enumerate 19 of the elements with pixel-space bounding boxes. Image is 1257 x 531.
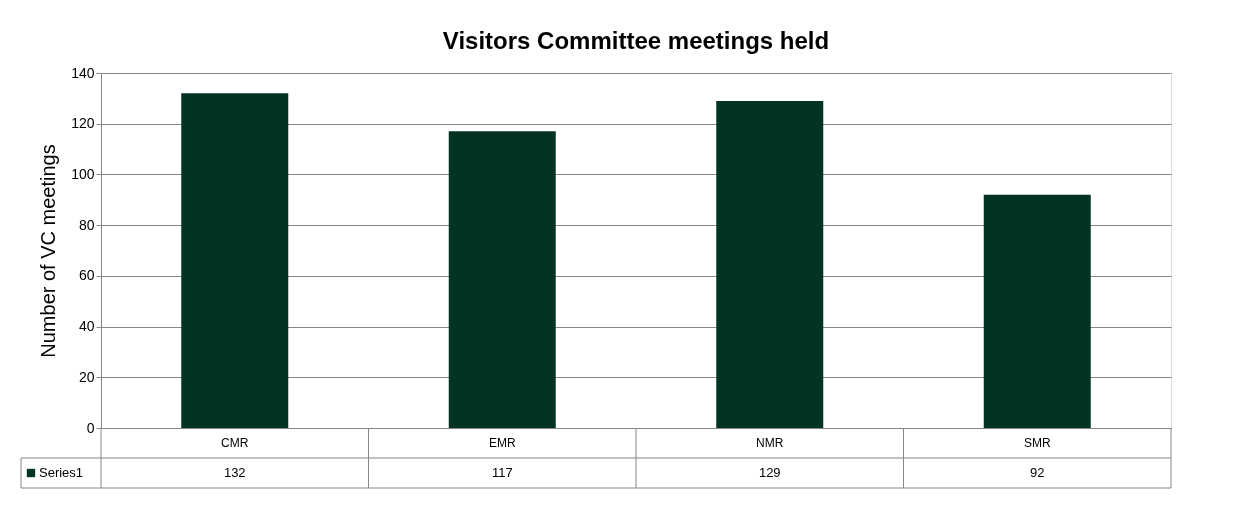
data-label: 132 bbox=[223, 465, 246, 480]
x-tick-label: CMR bbox=[221, 435, 249, 450]
y-tick-label: 140 bbox=[71, 64, 95, 81]
data-label: 129 bbox=[758, 465, 781, 480]
chart-title: Visitors Committee meetings held bbox=[442, 27, 830, 54]
legend-label: Series1 bbox=[39, 465, 84, 480]
y-tick-label: 80 bbox=[78, 216, 95, 233]
y-tick-label: 0 bbox=[86, 419, 95, 436]
data-label: 117 bbox=[491, 465, 513, 480]
x-tick-label: NMR bbox=[756, 435, 784, 450]
y-tick-label: 20 bbox=[78, 368, 95, 385]
data-label: 92 bbox=[1030, 465, 1045, 480]
y-axis-title: Number of VC meetings bbox=[37, 144, 60, 358]
y-tick-label: 120 bbox=[71, 115, 95, 132]
y-tick-label: 40 bbox=[78, 318, 95, 335]
y-tick-label: 60 bbox=[78, 267, 95, 284]
x-tick-label: EMR bbox=[488, 435, 516, 450]
x-tick-label: SMR bbox=[1023, 435, 1051, 450]
y-tick-label: 100 bbox=[71, 165, 95, 182]
